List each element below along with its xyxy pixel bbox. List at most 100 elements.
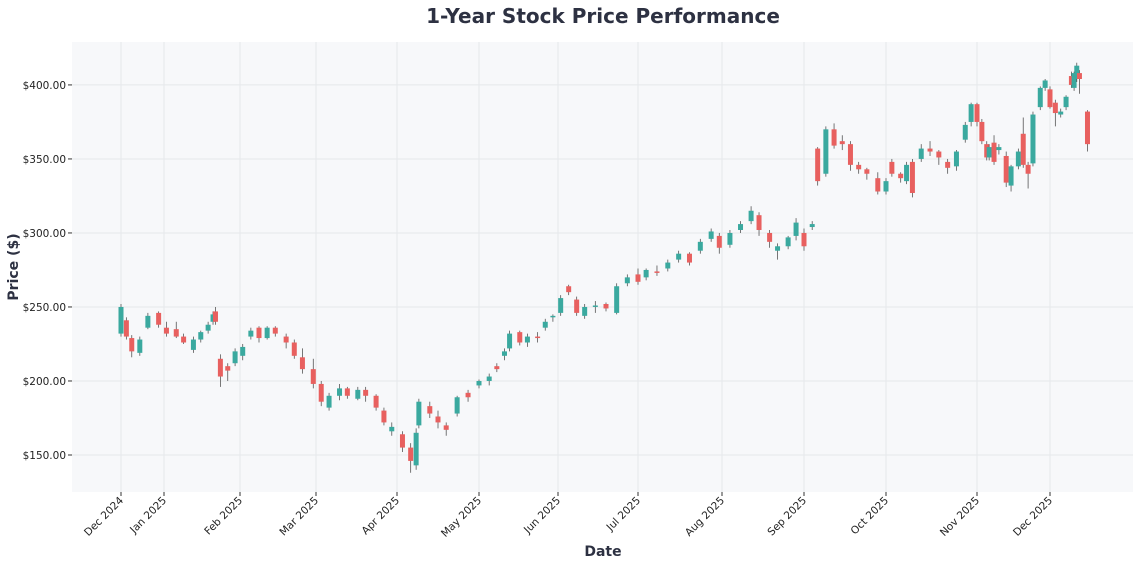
candle: [1058, 108, 1064, 118]
candle-body-up: [1063, 96, 1069, 108]
candle: [1015, 148, 1021, 170]
candle-body-down: [156, 312, 162, 325]
candle: [1052, 99, 1058, 127]
candle-body-up: [389, 426, 395, 432]
candle: [373, 394, 379, 411]
candle-body-down: [225, 366, 231, 371]
candle-body-up: [775, 246, 781, 251]
candle: [979, 118, 985, 145]
x-tick-label: Nov 2025: [938, 495, 982, 539]
candle: [953, 150, 959, 171]
candle: [558, 295, 564, 316]
candle: [1068, 71, 1074, 88]
candle: [574, 296, 580, 316]
candle: [889, 158, 895, 177]
candle: [856, 161, 862, 174]
candle-body-down: [256, 327, 262, 339]
candle-body-up: [1015, 151, 1021, 167]
candle-body-down: [310, 369, 316, 384]
candle: [996, 144, 1002, 155]
y-tick-label: $200.00: [23, 376, 66, 388]
candle-body-up: [1074, 65, 1080, 80]
candle-body-down: [979, 121, 985, 142]
candle-body-up: [542, 321, 548, 328]
x-axis-label: Date: [584, 544, 621, 560]
candle-body-up: [748, 210, 754, 222]
candle-body-up: [697, 241, 703, 251]
candle-body-up: [809, 224, 815, 228]
candle: [486, 373, 492, 386]
candle: [416, 398, 422, 429]
candle-body-down: [299, 357, 305, 370]
candle-body-up: [476, 380, 482, 386]
candle-body-down: [435, 416, 441, 423]
candle-body-down: [408, 447, 414, 461]
candle-body-up: [507, 333, 513, 349]
candle: [676, 250, 682, 263]
candle-body-up: [454, 397, 460, 414]
candle: [443, 422, 449, 436]
candle: [738, 221, 744, 233]
candle: [686, 252, 692, 266]
candle: [697, 238, 703, 254]
candle: [945, 158, 951, 174]
candle-body-down: [1076, 73, 1082, 80]
candle-body-up: [355, 389, 361, 399]
candle-body-up: [1071, 73, 1077, 88]
candle: [1047, 86, 1053, 109]
candle-body-up: [190, 339, 196, 350]
candle-body-up: [883, 181, 889, 192]
candle: [118, 304, 124, 337]
candle: [272, 326, 278, 337]
candle: [435, 410, 441, 429]
candle: [793, 218, 799, 241]
candle: [716, 232, 722, 254]
candle-body-up: [614, 286, 620, 313]
candle: [326, 392, 332, 411]
candle: [909, 158, 915, 198]
candle-body-up: [676, 253, 682, 260]
candle-body-up: [727, 232, 733, 245]
x-tick-label: Feb 2025: [202, 495, 245, 538]
candle: [936, 150, 942, 165]
candle-body-up: [232, 351, 238, 364]
candle: [904, 161, 910, 185]
candle-body-down: [494, 366, 500, 370]
candle-body-down: [635, 274, 641, 282]
candle: [399, 431, 405, 453]
candle-body-up: [145, 315, 151, 328]
candle-body-down: [181, 336, 187, 343]
candle-body-down: [517, 332, 523, 343]
candle: [1020, 117, 1026, 168]
candle: [524, 333, 530, 347]
candle-body-down: [566, 286, 572, 293]
candle: [1084, 110, 1090, 152]
candle: [839, 135, 845, 151]
candle-body-down: [129, 338, 135, 352]
candle: [240, 343, 246, 361]
candle-body-up: [240, 346, 246, 356]
y-tick-label: $150.00: [23, 450, 66, 462]
candle: [381, 407, 387, 426]
candle: [264, 326, 270, 340]
candle-body-down: [839, 141, 845, 145]
candle-body-up: [962, 124, 968, 140]
candle-body-down: [344, 388, 350, 396]
candle: [1063, 95, 1069, 111]
candle: [198, 330, 204, 343]
candle: [535, 332, 541, 343]
candle: [1042, 79, 1048, 91]
candle-body-up: [205, 324, 211, 331]
candle: [918, 144, 924, 162]
candle: [145, 312, 151, 330]
candle: [232, 348, 238, 367]
candle-body-down: [465, 392, 471, 398]
candle: [318, 380, 324, 407]
candle-body-up: [592, 305, 598, 307]
candle-body-up: [738, 224, 744, 230]
candle: [1008, 164, 1014, 192]
candle-body-up: [501, 351, 507, 356]
x-tick-label: Dec 2025: [1011, 495, 1055, 539]
candle-body-up: [550, 315, 556, 318]
